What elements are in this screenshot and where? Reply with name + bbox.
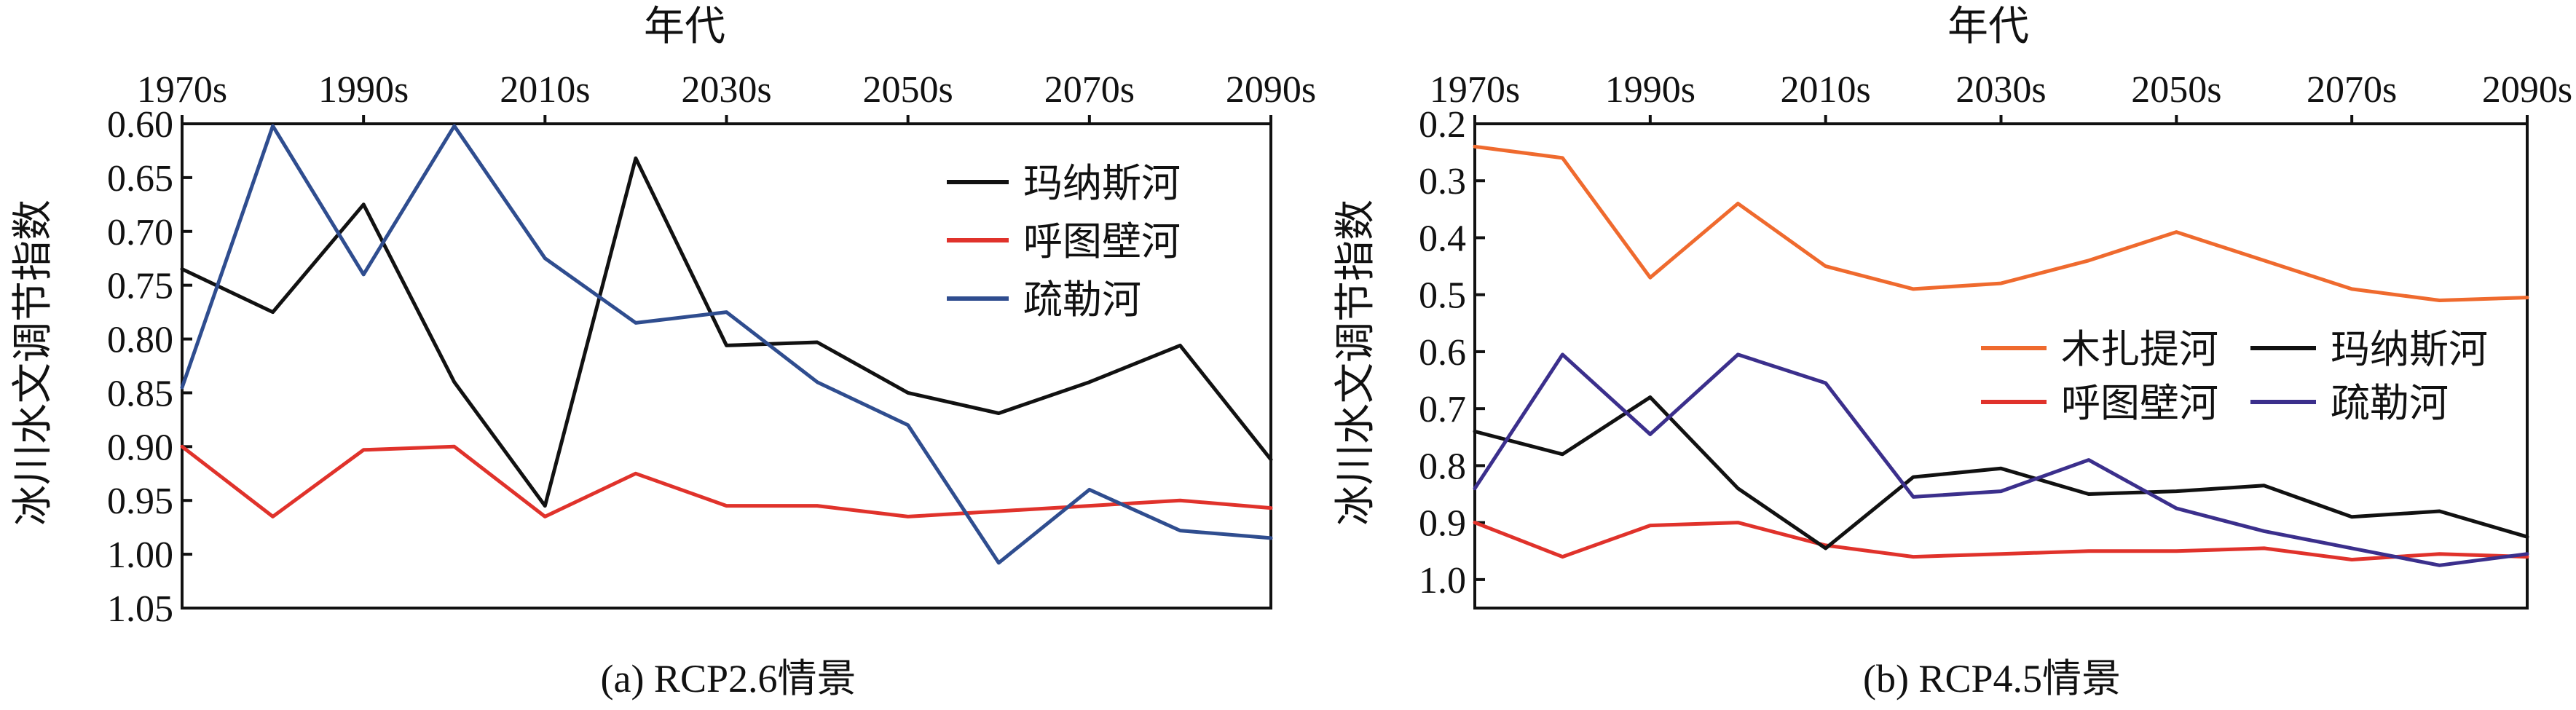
- chart-b-y-tick-label: 0.6: [1419, 332, 1466, 374]
- chart-a-y-tick-label: 1.00: [107, 535, 173, 576]
- chart-a-x-axis-title: 年代: [644, 3, 725, 50]
- chart-a-y-axis-title: 冰川水文调节指数: [9, 200, 57, 526]
- chart-a-x-tick-label: 1990s: [318, 69, 409, 111]
- chart-a-x-tick-label: 2030s: [681, 69, 771, 111]
- chart-a-x-tick-label: 1970s: [137, 69, 227, 111]
- chart-a-y-tick-label: 0.70: [107, 212, 173, 253]
- chart-a-y-tick-label: 0.80: [107, 320, 173, 361]
- chart-a-caption: (a) RCP2.6情景: [601, 657, 856, 701]
- chart-b-series-line-0: [1473, 144, 2529, 302]
- chart-a-legend-label-2: 疏勒河: [1023, 277, 1141, 323]
- chart-b-x-tick-label: 2050s: [2131, 69, 2221, 111]
- chart-a-y-tick-label: 1.05: [107, 588, 173, 630]
- chart-b-legend-label-2: 玛纳斯河: [2331, 326, 2488, 372]
- chart-b-y-tick-label: 0.8: [1419, 446, 1466, 487]
- chart-b-y-tick-label: 0.3: [1419, 161, 1466, 202]
- chart-b-series-line-1: [1473, 521, 2529, 561]
- chart-a-x-tick-label: 2050s: [863, 69, 953, 111]
- chart-b-x-tick-label: 2090s: [2482, 69, 2572, 111]
- chart-b-legend-label-1: 呼图壁河: [2061, 380, 2218, 426]
- chart-a-legend-label-0: 玛纳斯河: [1023, 160, 1181, 206]
- chart-b-y-tick-label: 0.4: [1419, 218, 1466, 259]
- chart-a-x-tick-label: 2070s: [1044, 69, 1135, 111]
- chart-b-y-tick-label: 0.7: [1419, 389, 1466, 430]
- chart-b-x-tick-label: 2030s: [1955, 69, 2046, 111]
- chart-b-y-axis-title: 冰川水文调节指数: [1332, 200, 1379, 526]
- chart-b-x-tick-label: 1990s: [1605, 69, 1695, 111]
- chart-b-x-tick-label: 2070s: [2307, 69, 2397, 111]
- chart-b-y-tick-label: 0.5: [1419, 275, 1466, 317]
- chart-a-y-tick-label: 0.65: [107, 158, 173, 200]
- chart-b-series-line-3: [1473, 352, 2529, 567]
- chart-b-legend-label-0: 木扎提河: [2061, 326, 2218, 372]
- chart-a-x-tick-label: 2090s: [1226, 69, 1316, 111]
- chart-a-x-tick-label: 2010s: [500, 69, 590, 111]
- chart-a-y-tick-label: 0.75: [107, 266, 173, 307]
- chart-a-series-line-0: [180, 156, 1273, 508]
- chart-b-x-tick-label: 2010s: [1781, 69, 1871, 111]
- chart-a-y-tick-label: 0.60: [107, 104, 173, 146]
- chart-b-y-tick-label: 1.0: [1419, 560, 1466, 601]
- chart-a-y-tick-label: 0.95: [107, 481, 173, 522]
- chart-panel-b: 年代 冰川水文调节指数 1970s 1990s 2010s 2030s 2050s 207…: [1332, 3, 2572, 701]
- chart-b-x-axis-title: 年代: [1947, 3, 2029, 50]
- chart-a-legend-label-1: 呼图壁河: [1023, 218, 1181, 264]
- chart-a-series-line-2: [180, 124, 1273, 565]
- chart-panel-a: 年代 冰川水文调节指数 1970s 1990s 2010s 2030s 2050s 207…: [9, 3, 1316, 701]
- chart-b-series-line-2: [1473, 395, 2529, 551]
- chart-a-y-tick-label: 0.85: [107, 373, 173, 414]
- chart-b-y-tick-label: 0.9: [1419, 503, 1466, 545]
- chart-b-legend-label-3: 疏勒河: [2331, 380, 2449, 426]
- chart-b-caption: (b) RCP4.5情景: [1863, 657, 2121, 701]
- chart-b-y-tick-label: 0.2: [1419, 104, 1466, 146]
- chart-a-series-line-1: [180, 444, 1273, 518]
- chart-b-x-tick-label: 1970s: [1430, 69, 1520, 111]
- chart-a-y-tick-label: 0.90: [107, 427, 173, 468]
